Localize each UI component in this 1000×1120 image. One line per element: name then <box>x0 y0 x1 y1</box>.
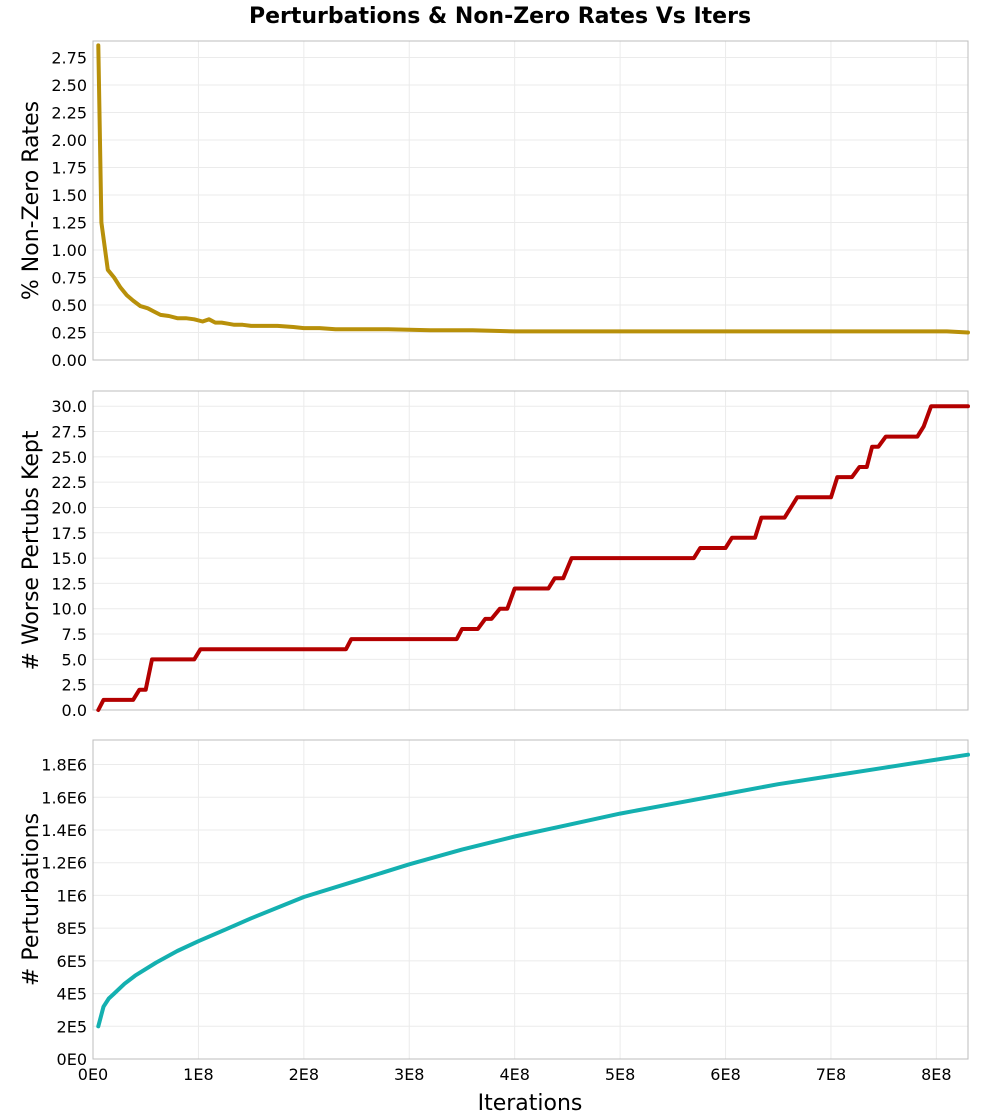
y-axis-label: % Non-Zero Rates <box>19 101 44 300</box>
plot-frame <box>92 390 969 711</box>
y-tick-label: 4E5 <box>57 985 87 1004</box>
y-tick-label: 0.75 <box>51 269 87 288</box>
series-line-perturbations <box>96 752 970 1029</box>
y-tick-label: 2.75 <box>51 49 87 68</box>
y-tick-label: 0.50 <box>51 296 87 315</box>
y-tick-label: 25.0 <box>51 448 87 467</box>
y-tick-label: 1.8E6 <box>41 756 87 775</box>
x-tick-label: 4E8 <box>499 1065 529 1084</box>
y-tick-label: 0E0 <box>57 1050 87 1069</box>
y-tick-label: 1.2E6 <box>41 854 87 873</box>
y-axis-label: # Worse Pertubs Kept <box>19 430 44 670</box>
y-tick-label: 27.5 <box>51 423 87 442</box>
panel-perturbations: 0E0 2E5 4E5 6E5 8E5 1E6 1.2E6 1.4E6 1.6E6 1.8E6 # … <box>19 739 970 1084</box>
y-tick-label: 2.50 <box>51 76 87 95</box>
y-tick-label: 17.5 <box>51 524 87 543</box>
x-tick-label: 1E8 <box>183 1065 213 1084</box>
y-tick-label: 1.00 <box>51 241 87 260</box>
x-tick-label: 2E8 <box>289 1065 319 1084</box>
chart-title: Perturbations & Non-Zero Rates Vs Iters <box>249 4 751 29</box>
y-tick-label: 12.5 <box>51 574 87 593</box>
x-tick-label: 5E8 <box>605 1065 635 1084</box>
y-tick-label: 2E5 <box>57 1017 87 1036</box>
y-tick-label: 0.25 <box>51 324 87 343</box>
x-tick-label: 0E0 <box>78 1065 108 1084</box>
y-tick-label: 10.0 <box>51 600 87 619</box>
y-tick-label: 22.5 <box>51 473 87 492</box>
y-axis-label: # Perturbations <box>19 813 44 986</box>
x-tick-label: 8E8 <box>921 1065 951 1084</box>
series-line-worse-kept <box>96 404 970 712</box>
y-tick-label: 30.0 <box>51 397 87 416</box>
panels: 0.00 0.25 0.50 0.75 1.00 1.25 1.50 1.75 2.00 2.25… <box>19 40 970 1084</box>
x-tick-label: 7E8 <box>816 1065 846 1084</box>
y-tick-label: 0.00 <box>51 351 87 370</box>
y-tick-label: 2.00 <box>51 131 87 150</box>
y-tick-label: 0.0 <box>62 701 87 720</box>
y-tick-label: 1E6 <box>57 886 87 905</box>
y-tick-label: 6E5 <box>57 952 87 971</box>
panel-rates: 0.00 0.25 0.50 0.75 1.00 1.25 1.50 1.75 2.00 2.25… <box>19 40 970 370</box>
y-tick-label: 1.4E6 <box>41 821 87 840</box>
y-tick-label: 15.0 <box>51 549 87 568</box>
series-line-rates <box>96 43 970 335</box>
panel-worse-kept: 0.0 2.5 5.0 7.5 10.0 12.5 15.0 17.5 20.0 22.5 25.0… <box>19 390 970 720</box>
y-tick-label: 20.0 <box>51 498 87 517</box>
y-tick-label: 2.25 <box>51 104 87 123</box>
y-tick-label: 1.75 <box>51 159 87 178</box>
y-tick-label: 1.25 <box>51 214 87 233</box>
y-tick-label: 8E5 <box>57 919 87 938</box>
x-tick-label: 3E8 <box>394 1065 424 1084</box>
y-tick-label: 7.5 <box>62 625 87 644</box>
y-tick-label: 2.5 <box>62 676 87 695</box>
y-tick-label: 5.0 <box>62 650 87 669</box>
plot-frame <box>92 739 969 1060</box>
plot-frame <box>92 40 969 361</box>
y-tick-label: 1.6E6 <box>41 788 87 807</box>
y-tick-label: 1.50 <box>51 186 87 205</box>
x-axis-label: Iterations <box>478 1091 583 1116</box>
x-tick-label: 6E8 <box>710 1065 740 1084</box>
